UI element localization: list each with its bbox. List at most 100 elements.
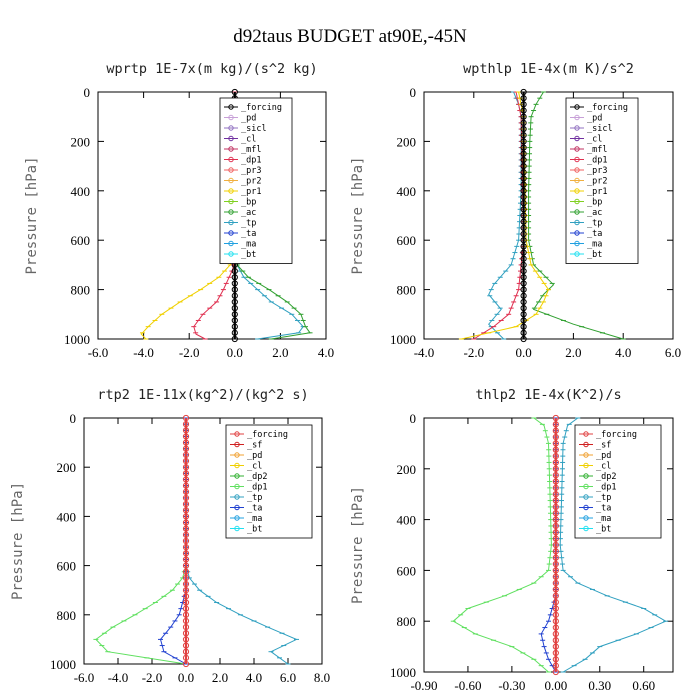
data-point [182, 599, 190, 606]
legend: _forcing_sf_pd_cl_dp2_dp1_tp_ta_ma_bt [225, 424, 313, 539]
legend-label: _ma [587, 240, 602, 250]
legend-label: _tp [596, 493, 611, 503]
legend-label: _pd [587, 114, 602, 124]
legend: _forcing_pd_sicl_cl_mfl_dp1_pr3_pr2_pr1_… [565, 97, 639, 264]
x-tick-label: -4.0 [133, 345, 154, 360]
data-point [552, 656, 559, 663]
data-point [520, 237, 527, 244]
data-point [552, 573, 559, 580]
data-point [182, 501, 190, 508]
series-forcing [552, 414, 559, 676]
x-tick-label: 4.0 [246, 670, 262, 685]
data-point [520, 206, 527, 213]
data-point [182, 513, 190, 520]
series-dp1 [93, 417, 189, 665]
data-point [182, 562, 190, 569]
data-point [552, 560, 559, 568]
data-point [231, 323, 238, 330]
data-point [552, 516, 559, 523]
y-tick-label: 0 [410, 411, 417, 426]
legend-label: _pr3 [587, 166, 607, 176]
y-axis-label: Pressure [hPa] [350, 486, 366, 604]
data-point [231, 88, 238, 96]
data-point [182, 611, 190, 618]
data-point [182, 464, 190, 471]
data-point [182, 556, 190, 563]
legend-marker [234, 504, 240, 511]
data-point [552, 643, 559, 650]
x-tick-label: -0.30 [498, 678, 525, 693]
data-point [552, 503, 559, 510]
data-point [182, 482, 190, 489]
legend-label: _cl [247, 462, 262, 472]
legend-marker [228, 146, 234, 152]
panel-title: thlp2 1E-4x(K^2)/s [475, 387, 621, 403]
data-point [520, 224, 527, 231]
chart-panel-4: thlp2 1E-4x(K^2)/s Pressure [hPa] -0.90 -0.… [350, 387, 674, 693]
legend-label: _sf [596, 441, 611, 451]
legend-label: _ta [247, 504, 262, 514]
data-point [182, 414, 190, 422]
legend-marker [583, 431, 589, 437]
legend-marker [234, 525, 240, 532]
y-tick-label: 1000 [64, 332, 90, 347]
data-point [520, 212, 527, 219]
chart-panel-1: wprtp 1E-7x(m kg)/(s^2 kg) Pressure [hPa]… [24, 61, 334, 360]
data-point [231, 305, 238, 312]
legend-marker [574, 177, 580, 184]
legend-label: _tp [587, 219, 602, 229]
panel-title: wprtp 1E-7x(m kg)/(s^2 kg) [106, 61, 317, 77]
data-point [552, 459, 559, 466]
legend-label: _bp [241, 198, 256, 208]
data-point [520, 298, 527, 306]
x-tick-label: -4.0 [108, 670, 129, 685]
data-point [231, 286, 238, 293]
y-tick-label: 200 [397, 462, 417, 477]
data-point [552, 414, 559, 422]
legend-label: _forcing [241, 103, 282, 113]
legend-label: _dp2 [596, 472, 616, 482]
data-point [231, 280, 238, 287]
series-line [159, 418, 187, 665]
legend-marker [228, 188, 234, 194]
x-tick-label: 2.0 [212, 670, 228, 685]
x-tick-label: 4.0 [318, 345, 334, 360]
series-ac [526, 91, 626, 340]
x-tick-label: 6.0 [280, 670, 296, 685]
legend-marker [228, 125, 234, 131]
x-tick-label: -6.0 [88, 345, 109, 360]
y-tick-label: 0 [84, 85, 91, 100]
y-axis-label: Pressure [hPa] [24, 156, 40, 274]
data-point [182, 636, 190, 643]
y-tick-label: 600 [57, 559, 77, 574]
legend-marker [228, 156, 234, 163]
data-point [182, 648, 190, 655]
series-line [452, 417, 552, 673]
legend-label: _mfl [587, 145, 607, 155]
legend-marker [574, 209, 580, 215]
legend-marker [574, 135, 580, 142]
data-point [552, 605, 559, 612]
data-point [182, 531, 190, 538]
x-tick-label: -2.0 [179, 345, 200, 360]
data-point [520, 193, 527, 201]
data-point [552, 535, 559, 542]
legend-marker [228, 209, 234, 215]
legend-label: _pr1 [241, 187, 261, 197]
legend-box [225, 424, 313, 539]
legend-label: _forcing [587, 103, 628, 113]
x-tick-label: 4.0 [615, 345, 631, 360]
legend-marker [574, 104, 580, 110]
data-point [182, 580, 190, 588]
legend-label: _sicl [241, 124, 267, 134]
legend-label: _pr1 [587, 187, 607, 197]
series-ta [158, 417, 189, 665]
data-point [182, 507, 190, 514]
legend-marker [583, 504, 589, 511]
legend-marker [228, 135, 234, 142]
legend-label: _ta [241, 229, 256, 239]
legend-marker [583, 473, 589, 479]
x-tick-label: 8.0 [314, 670, 330, 685]
legend-marker [228, 114, 234, 121]
x-tick-label: -6.0 [74, 670, 95, 685]
